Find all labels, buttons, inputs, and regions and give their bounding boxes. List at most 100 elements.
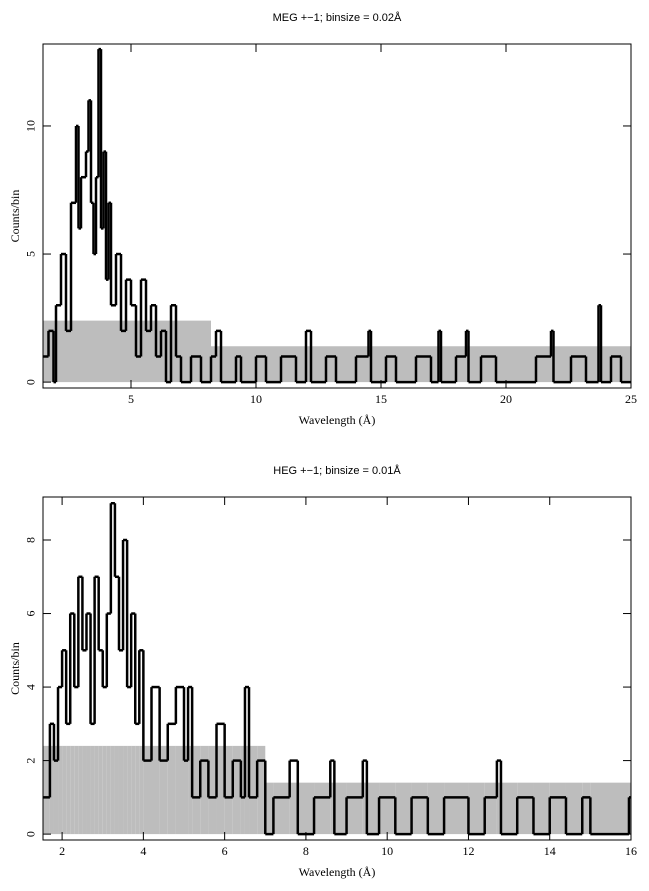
error-band [181, 320, 191, 383]
error-band [590, 782, 629, 835]
error-band [366, 782, 380, 835]
error-band [81, 320, 86, 383]
error-band [76, 320, 79, 383]
panel: HEG +−1; binsize = 0.01Å Wavelength (Å) Co… [8, 464, 637, 879]
error-band [211, 346, 216, 383]
error-band [131, 745, 136, 835]
error-band [43, 320, 49, 383]
error-band [131, 320, 136, 383]
error-band [221, 346, 236, 383]
error-band [484, 782, 497, 835]
error-band [43, 745, 50, 835]
error-band [66, 320, 71, 383]
error-band [53, 745, 59, 835]
error-band [326, 346, 336, 383]
error-band [98, 745, 103, 835]
error-band [240, 745, 245, 835]
error-band [249, 745, 258, 835]
error-band [110, 745, 115, 835]
error-band [296, 346, 306, 383]
error-band [200, 745, 209, 835]
error-band [386, 346, 396, 383]
error-band [281, 346, 296, 383]
error-band [201, 320, 211, 383]
error-band [311, 346, 326, 383]
chart-title: MEG +−1; binsize = 0.02Å [273, 11, 402, 24]
error-band [111, 320, 116, 383]
x-tick-label: 6 [222, 844, 228, 858]
error-band [441, 346, 456, 383]
y-tick-label: 10 [24, 120, 38, 132]
error-band [456, 346, 466, 383]
error-band [78, 320, 81, 383]
error-band [411, 782, 428, 835]
error-band [356, 346, 369, 383]
error-band [273, 782, 290, 835]
error-band [171, 320, 176, 383]
error-band [156, 320, 161, 383]
error-band [314, 782, 331, 835]
error-band [106, 320, 109, 383]
x-tick-label: 4 [140, 844, 146, 858]
error-band [151, 320, 156, 383]
error-band [216, 346, 221, 383]
error-band [306, 346, 311, 383]
error-band [396, 346, 416, 383]
y-tick-label: 4 [24, 684, 38, 690]
error-band [257, 745, 266, 835]
x-tick-label: 10 [381, 844, 393, 858]
error-band [106, 745, 111, 835]
y-tick-label: 0 [24, 831, 38, 837]
error-band [176, 320, 181, 383]
error-band [232, 745, 241, 835]
x-axis-label: Wavelength (Å) [299, 413, 376, 427]
error-band [58, 745, 63, 835]
x-tick-label: 12 [462, 844, 474, 858]
error-band [126, 320, 131, 383]
error-band [241, 346, 256, 383]
error-band [184, 745, 189, 835]
error-band [416, 346, 431, 383]
chart-title: HEG +−1; binsize = 0.01Å [273, 464, 401, 477]
error-band [481, 346, 496, 383]
error-band [62, 745, 67, 835]
error-band [431, 346, 439, 383]
error-band [151, 745, 160, 835]
error-band [86, 320, 89, 383]
error-band [135, 745, 140, 835]
x-tick-label: 2 [59, 844, 65, 858]
error-band [500, 782, 518, 835]
error-band [108, 320, 111, 383]
error-band [216, 745, 225, 835]
error-band [88, 320, 91, 383]
y-axis-label: Counts/bin [8, 642, 22, 695]
x-axis-label: Wavelength (Å) [299, 865, 376, 879]
error-band [427, 782, 445, 835]
error-band [244, 745, 250, 835]
error-band [78, 745, 83, 835]
x-tick-label: 5 [128, 392, 134, 406]
error-band [49, 745, 54, 835]
error-band [496, 782, 501, 835]
error-band [159, 745, 168, 835]
x-tick-label: 15 [375, 392, 387, 406]
error-band [114, 745, 119, 835]
error-band [468, 782, 485, 835]
y-tick-label: 5 [24, 251, 38, 257]
error-band [96, 320, 99, 383]
y-tick-label: 0 [24, 379, 38, 385]
x-tick-label: 25 [625, 392, 637, 406]
y-tick-label: 8 [24, 537, 38, 543]
error-band [611, 346, 621, 383]
panel: MEG +−1; binsize = 0.02Å Wavelength (Å) Co… [8, 11, 637, 427]
error-band [139, 745, 144, 835]
error-band [141, 320, 146, 383]
error-band [82, 745, 87, 835]
error-band [90, 745, 95, 835]
y-axis-label: Counts/bin [8, 190, 22, 243]
error-band [102, 745, 107, 835]
error-band [297, 782, 315, 835]
error-band [601, 346, 611, 383]
error-band [289, 782, 298, 835]
